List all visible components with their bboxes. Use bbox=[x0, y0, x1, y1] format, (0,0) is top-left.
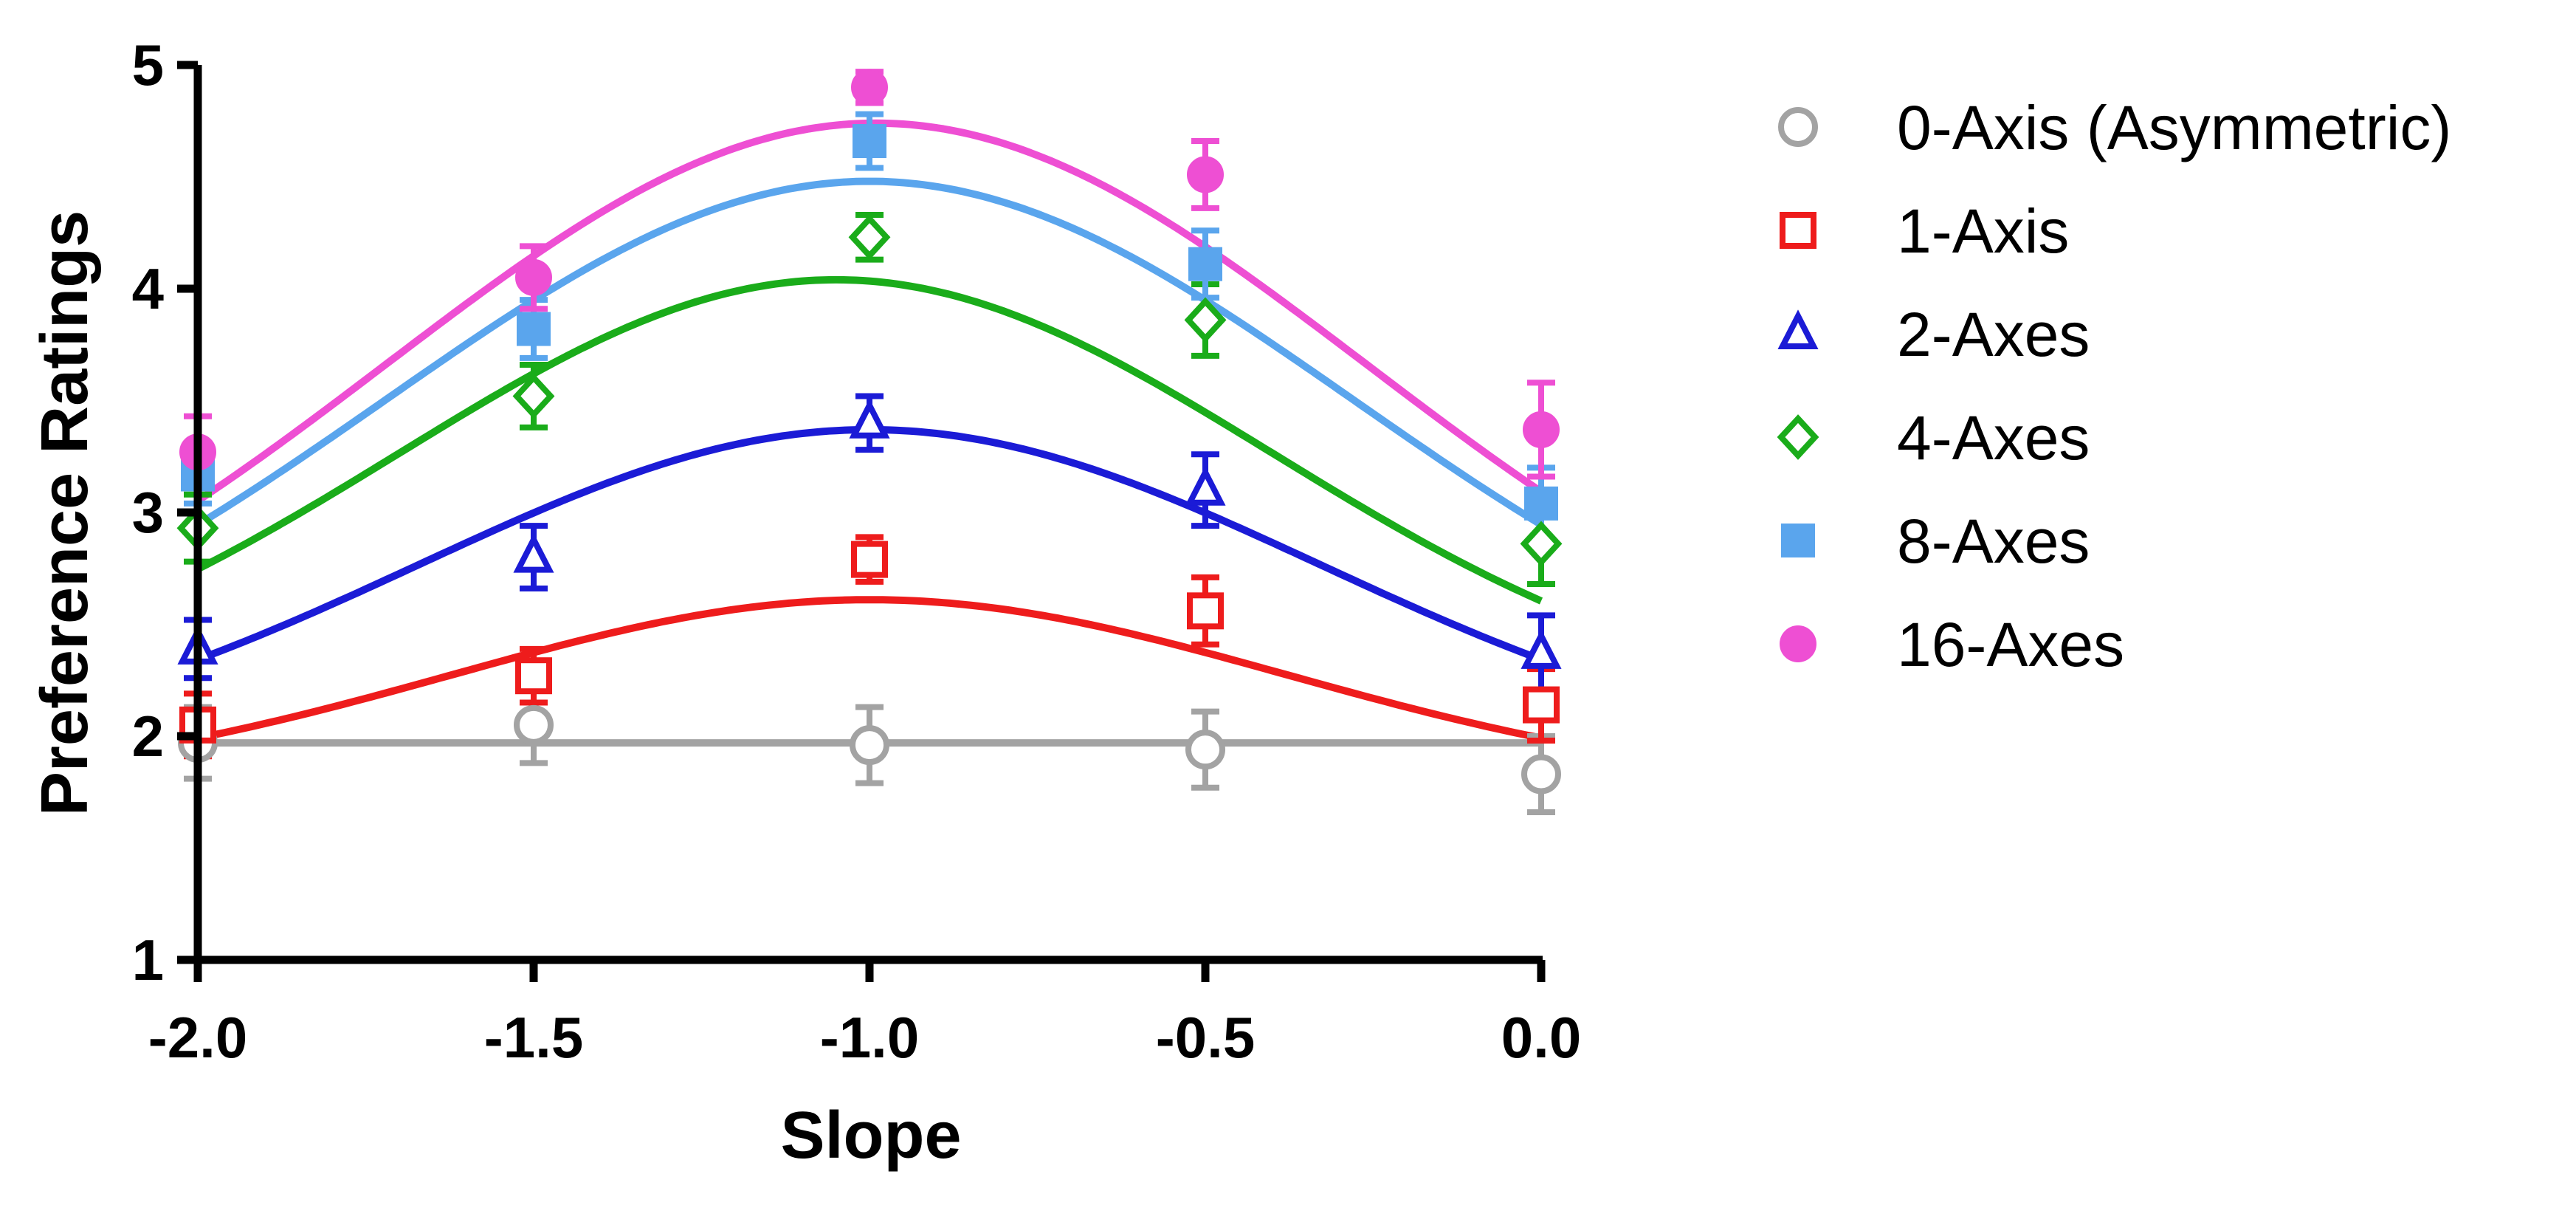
data-point bbox=[851, 540, 888, 578]
data-point bbox=[1523, 411, 1560, 448]
legend-marker bbox=[1780, 212, 1816, 249]
x-ticks: -2.0 -1.5 -1.0 -0.5 0.0 bbox=[148, 960, 1581, 1070]
x-tick-label: -1.0 bbox=[820, 1005, 919, 1070]
legend-label: 16-Axes bbox=[1897, 610, 2124, 679]
data-point bbox=[515, 657, 552, 695]
y-ticks: 1 2 3 4 5 bbox=[132, 32, 198, 992]
data-point bbox=[515, 258, 552, 296]
data-point bbox=[848, 214, 891, 261]
x-tick-label: 0.0 bbox=[1501, 1005, 1581, 1070]
data-point bbox=[1521, 629, 1562, 669]
data-point bbox=[514, 704, 554, 745]
y-tick-label: 4 bbox=[132, 256, 164, 321]
data-point bbox=[1184, 297, 1227, 343]
legend-label: 0-Axis (Asymmetric) bbox=[1897, 93, 2451, 162]
data-point bbox=[1520, 521, 1563, 567]
data-point bbox=[512, 373, 555, 419]
data-point bbox=[517, 312, 551, 346]
legend: 0-Axis (Asymmetric) 1-Axis 2-Axes 4-Axes 8-A… bbox=[1777, 93, 2451, 679]
fit-curve bbox=[196, 596, 1543, 742]
y-tick-label: 3 bbox=[132, 480, 164, 545]
data-point bbox=[1185, 730, 1225, 770]
data-point bbox=[853, 124, 886, 159]
x-axis-title: Slope bbox=[780, 1099, 961, 1173]
data-point bbox=[849, 399, 890, 439]
data-markers bbox=[176, 69, 1563, 795]
legend-label: 1-Axis bbox=[1897, 196, 2069, 266]
legend-label: 2-Axes bbox=[1897, 300, 2090, 369]
data-point bbox=[851, 69, 888, 106]
axes bbox=[193, 65, 1543, 964]
x-tick-label: -0.5 bbox=[1156, 1005, 1255, 1070]
legend-marker bbox=[1777, 414, 1819, 460]
y-tick-label: 1 bbox=[132, 927, 164, 992]
legend-label: 4-Axes bbox=[1897, 403, 2090, 473]
data-point bbox=[1521, 754, 1561, 795]
data-point bbox=[1523, 686, 1560, 724]
data-point bbox=[513, 532, 554, 573]
x-tick-label: -2.0 bbox=[148, 1005, 247, 1070]
data-point bbox=[1187, 156, 1224, 193]
data-point bbox=[1187, 592, 1224, 630]
y-axis-title: Preference Ratings bbox=[28, 210, 102, 816]
legend-marker bbox=[1781, 524, 1815, 557]
y-tick-label: 5 bbox=[132, 32, 164, 97]
y-tick-label: 2 bbox=[132, 704, 164, 769]
legend-marker bbox=[1777, 309, 1819, 349]
legend-label: 8-Axes bbox=[1897, 507, 2090, 576]
x-tick-label: -1.5 bbox=[484, 1005, 583, 1070]
legend-marker bbox=[1780, 625, 1816, 662]
data-point bbox=[1185, 465, 1226, 506]
legend-marker bbox=[1778, 107, 1818, 147]
data-point bbox=[1188, 247, 1222, 281]
data-point bbox=[850, 725, 889, 766]
data-point bbox=[1524, 486, 1558, 521]
fit-curve bbox=[196, 275, 1543, 605]
fit-curve bbox=[196, 177, 1543, 528]
